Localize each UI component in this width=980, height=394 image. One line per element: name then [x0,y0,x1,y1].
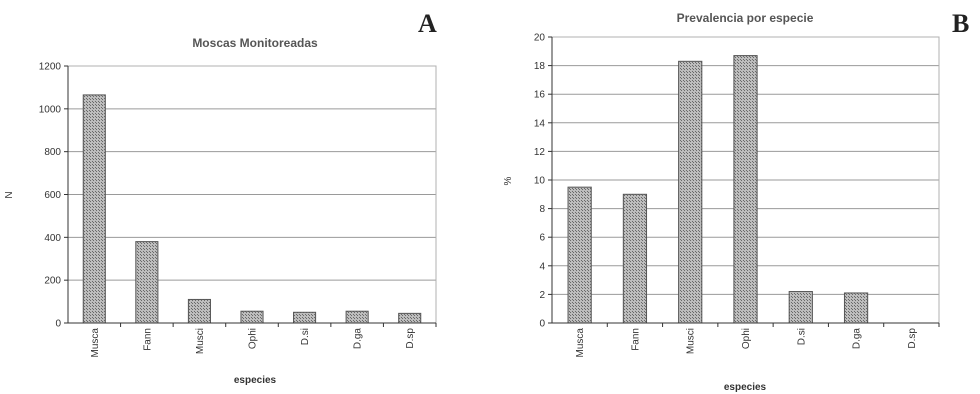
chart-b-bar-musci [678,60,703,324]
chart-b-x-tick-label: Musci [686,328,697,354]
chart-a-bar-musca [82,94,106,324]
chart-a-x-tick-label: D.sp [405,328,416,349]
chart-a-y-tick-label: 1000 [39,104,62,115]
chart-b-panel-letter: B [952,9,969,38]
chart-b-y-tick-label: 12 [534,147,546,158]
chart-b-y-tick-label: 8 [539,204,545,215]
chart-a-x-tick-label: Musci [195,328,206,354]
chart-b-y-tick-label: 10 [534,176,546,187]
chart-b-bar-ophi [733,55,758,324]
chart-b-x-tick-label: D.ga [852,328,863,350]
chart-b-x-tick-label: Fann [630,328,641,351]
chart-b-y-tick-label: 16 [534,90,546,101]
chart-a-y-tick-label: 400 [44,233,61,244]
chart-b: Prevalencia por especie B 0 2 4 6 8 10 12 14 16 1… [503,9,969,393]
chart-b-y-tick-label: 20 [534,33,546,44]
chart-b-y-tick-label: 14 [534,118,546,129]
chart-a-y-ticks: 0 200 400 600 800 1000 1200 [39,62,68,330]
chart-a-x-tick-label: D.si [300,328,311,345]
chart-b-x-tick-label: Ophi [741,328,752,349]
chart-a-x-ticks: Musca Fann Musci Ophi D.si D.ga D.sp [90,323,437,358]
chart-b-bar-dsi [788,291,813,324]
chart-a-y-tick-label: 800 [44,147,61,158]
chart-b-y-tick-label: 0 [539,319,545,330]
chart-b-y-tick-label: 4 [539,261,545,272]
chart-b-y-tick-label: 18 [534,61,546,72]
chart-b-bar-dga [843,292,869,324]
chart-b-bars [567,55,869,324]
chart-b-bar-fann [622,193,648,324]
chart-a-y-tick-label: 200 [44,276,61,287]
chart-a-y-tick-label: 600 [44,190,61,201]
chart-a-y-label: N [4,191,15,198]
chart-b-x-tick-label: D.si [796,328,807,345]
chart-a-x-tick-label: Fann [142,328,153,351]
chart-a-bar-musci [187,298,211,324]
chart-b-bar-musca [567,186,592,324]
chart-a-x-tick-label: Musca [90,328,101,358]
chart-a-bar-dsp [398,312,422,324]
chart-b-y-tick-label: 6 [539,233,545,244]
chart-a-bars [82,94,422,324]
chart-a-x-tick-label: Ophi [248,328,259,349]
chart-a-bar-ophi [240,310,264,324]
chart-a: Moscas Monitoreadas A 0 200 400 600 800 1000 1… [4,9,437,386]
chart-a-x-label: especies [234,375,277,386]
chart-a-title: Moscas Monitoreadas [192,36,318,50]
chart-b-x-tick-label: Musca [575,328,586,358]
chart-b-y-tick-label: 2 [539,290,545,301]
chart-a-panel-letter: A [418,9,437,38]
chart-b-title: Prevalencia por especie [677,11,814,25]
chart-a-y-tick-label: 1200 [39,62,62,73]
chart-b-x-ticks: Musca Fann Musci Ophi D.si D.ga D.sp [575,323,940,358]
chart-a-bar-dga [345,310,369,324]
chart-a-y-tick-label: 0 [55,319,61,330]
chart-b-y-ticks: 0 2 4 6 8 10 12 14 16 18 20 [534,33,552,330]
chart-b-y-label: % [503,176,514,185]
chart-b-x-tick-label: D.sp [907,328,918,349]
chart-a-bar-dsi [293,311,317,324]
chart-a-bar-fann [135,241,159,324]
chart-b-x-label: especies [724,382,767,393]
chart-a-x-tick-label: D.ga [353,328,364,350]
